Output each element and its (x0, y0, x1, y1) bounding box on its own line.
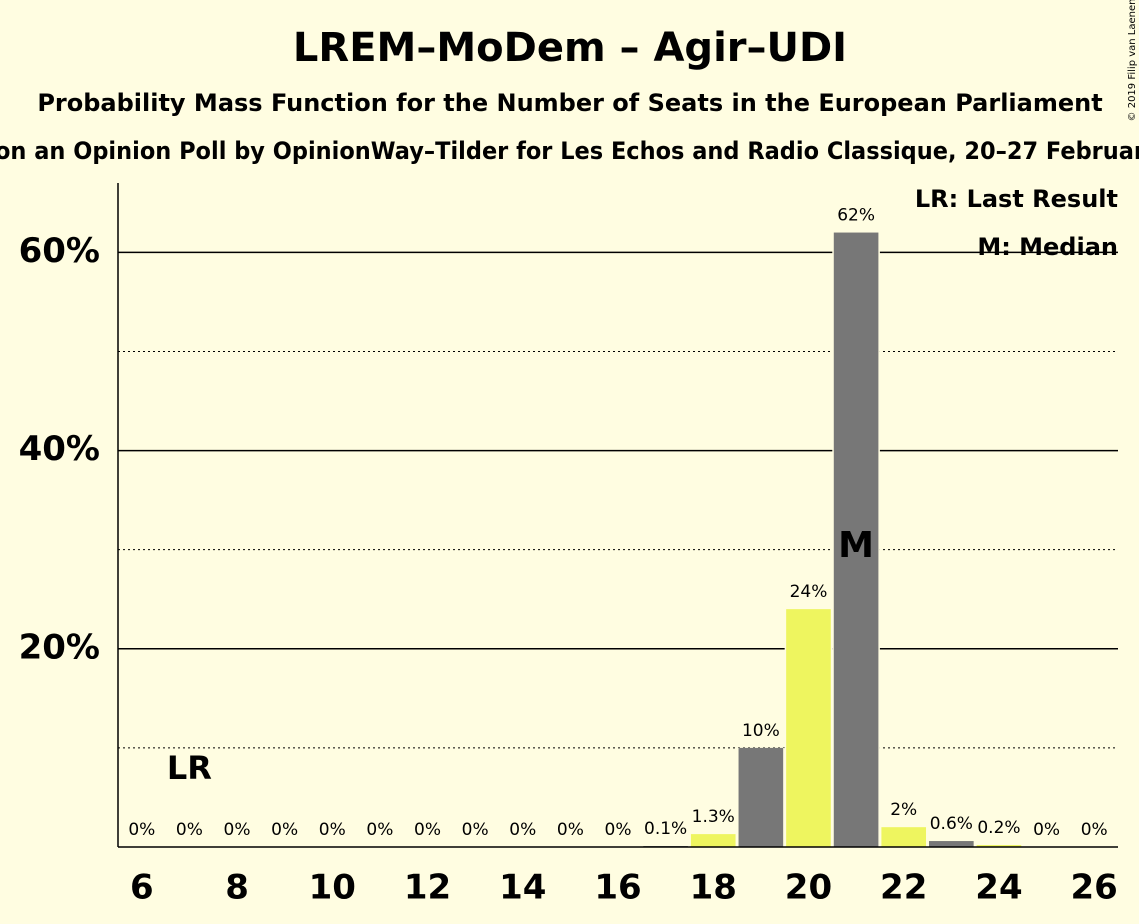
value-label: 0% (366, 820, 393, 840)
x-tick-label: 16 (594, 868, 641, 908)
value-label: 0.2% (977, 818, 1020, 838)
value-label: 62% (837, 206, 875, 226)
value-label: 0% (414, 820, 441, 840)
x-tick-label: 12 (404, 868, 451, 908)
bar (786, 609, 831, 847)
value-label: 0% (1081, 820, 1108, 840)
chart-title: LREM–MoDem – Agir–UDI (293, 25, 847, 71)
value-label: 0% (605, 820, 632, 840)
value-label: 0.6% (930, 814, 973, 834)
value-label: 0% (176, 820, 203, 840)
value-label: 0% (462, 820, 489, 840)
x-tick-label: 24 (975, 868, 1022, 908)
y-tick-label: 60% (19, 231, 100, 271)
chart-subtitle: Probability Mass Function for the Number… (37, 89, 1102, 117)
x-tick-label: 8 (225, 868, 249, 908)
bar (833, 232, 879, 847)
value-label: 0% (224, 820, 251, 840)
value-label: 24% (790, 582, 828, 602)
bar (929, 841, 974, 847)
bar (690, 834, 736, 847)
value-label: 10% (742, 721, 780, 741)
value-label: 0% (1033, 820, 1060, 840)
value-label: 0% (509, 820, 536, 840)
median-marker: M (838, 525, 874, 566)
x-tick-label: 6 (130, 868, 154, 908)
value-label: 0% (557, 820, 584, 840)
value-label: 0% (271, 820, 298, 840)
y-tick-label: 20% (19, 627, 100, 667)
chart-subtitle-2: on an Opinion Poll by OpinionWay–Tilder … (0, 137, 1139, 165)
x-tick-label: 10 (309, 868, 356, 908)
last-result-marker: LR (167, 749, 212, 787)
legend-entry: LR: Last Result (915, 185, 1118, 213)
value-label: 1.3% (692, 807, 735, 827)
legend-entry: M: Median (977, 233, 1118, 261)
bar (881, 827, 927, 847)
copyright: © 2019 Filip van Laenen (1127, 0, 1138, 121)
value-label: 0% (128, 820, 155, 840)
x-tick-label: 26 (1071, 868, 1118, 908)
x-tick-label: 14 (499, 868, 546, 908)
x-tick-label: 18 (690, 868, 737, 908)
bar (738, 747, 784, 847)
bar (976, 845, 1022, 847)
value-label: 2% (890, 800, 917, 820)
y-tick-label: 40% (19, 429, 100, 469)
value-label: 0.1% (644, 819, 687, 839)
value-label: 0% (319, 820, 346, 840)
x-tick-label: 22 (880, 868, 927, 908)
x-tick-label: 20 (785, 868, 832, 908)
